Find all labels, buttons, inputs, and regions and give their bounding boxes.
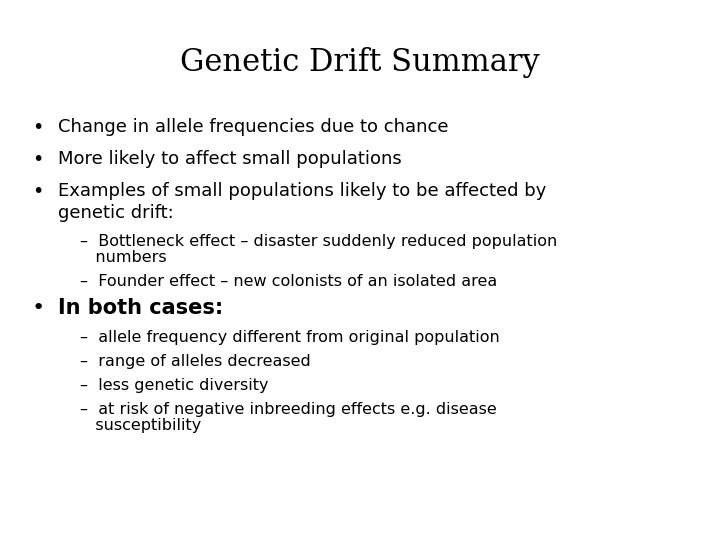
Text: genetic drift:: genetic drift: [58,204,174,222]
Text: –  allele frequency different from original population: – allele frequency different from origin… [80,330,500,345]
Text: numbers: numbers [80,250,166,265]
Text: susceptibility: susceptibility [80,418,202,433]
Text: –  Founder effect – new colonists of an isolated area: – Founder effect – new colonists of an i… [80,274,498,289]
Text: In both cases:: In both cases: [58,298,223,318]
Text: –  Bottleneck effect – disaster suddenly reduced population: – Bottleneck effect – disaster suddenly … [80,234,557,249]
Text: •: • [32,150,44,169]
Text: •: • [32,182,44,201]
Text: •: • [32,118,44,137]
Text: More likely to affect small populations: More likely to affect small populations [58,150,402,168]
Text: Genetic Drift Summary: Genetic Drift Summary [180,47,540,78]
Text: •: • [32,298,45,318]
Text: –  at risk of negative inbreeding effects e.g. disease: – at risk of negative inbreeding effects… [80,402,497,417]
Text: –  less genetic diversity: – less genetic diversity [80,378,269,393]
Text: Change in allele frequencies due to chance: Change in allele frequencies due to chan… [58,118,449,136]
Text: –  range of alleles decreased: – range of alleles decreased [80,354,311,369]
Text: Examples of small populations likely to be affected by: Examples of small populations likely to … [58,182,546,200]
